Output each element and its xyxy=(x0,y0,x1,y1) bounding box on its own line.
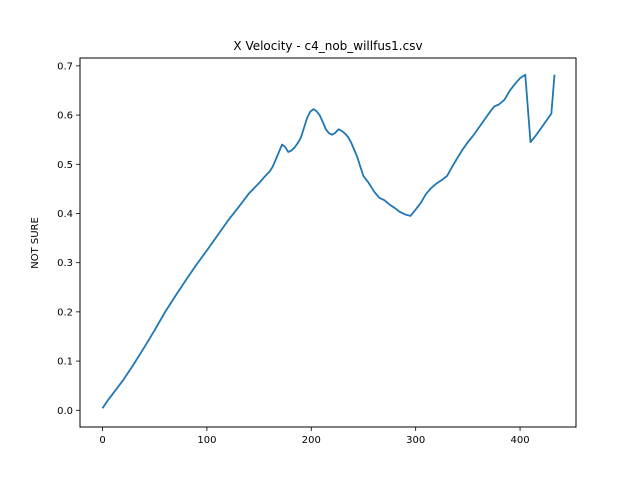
y-tick-label: 0.6 xyxy=(57,111,73,122)
x-tick-label: 200 xyxy=(302,435,321,446)
y-tick-label: 0.5 xyxy=(57,160,73,171)
plot-area xyxy=(101,73,556,409)
y-axis: 0.0 0.1 0.2 0.3 0.4 0.5 0.6 0.7 xyxy=(57,61,80,417)
y-tick-label: 0.1 xyxy=(57,357,73,368)
x-tick-label: 400 xyxy=(511,435,530,446)
y-tick-label: 0.4 xyxy=(57,209,73,220)
x-axis: 0 100 200 300 400 xyxy=(99,427,530,446)
x-tick-label: 0 xyxy=(99,435,105,446)
x-tick-label: 300 xyxy=(406,435,425,446)
y-axis-label: NOT SURE xyxy=(30,217,41,269)
y-tick-label: 0.0 xyxy=(57,406,73,417)
axes-frame xyxy=(79,57,577,428)
chart-title: X Velocity - c4_nob_willfus1.csv xyxy=(233,39,422,53)
y-tick-label: 0.7 xyxy=(57,61,73,72)
y-tick-label: 0.2 xyxy=(57,307,73,318)
series-line xyxy=(101,73,556,409)
y-tick-label: 0.3 xyxy=(57,258,73,269)
x-tick-label: 100 xyxy=(197,435,216,446)
